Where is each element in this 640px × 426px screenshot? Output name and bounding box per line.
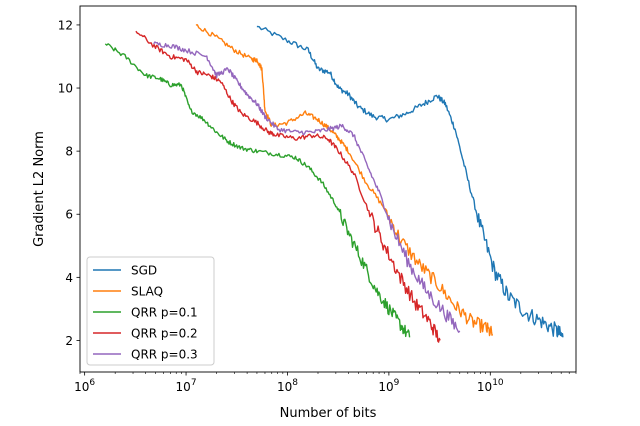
x-tick-label: 1010 (477, 378, 504, 394)
x-tick-exponent: 8 (292, 378, 298, 388)
x-tick-exponent: 10 (492, 378, 504, 388)
legend-box (86, 256, 215, 366)
legend-label: SGD (131, 264, 157, 278)
y-axis-ticks: 2 4 6 8 10 12 (58, 18, 80, 348)
y-tick-label: 4 (65, 271, 73, 285)
x-axis-ticks: 106 107 108 109 1010 (74, 372, 577, 394)
legend-label: SLAQ (131, 285, 163, 299)
x-tick-exponent: 7 (191, 378, 197, 388)
x-tick-exponent: 9 (394, 378, 400, 388)
plot-frame (79, 5, 577, 373)
y-tick-label: 8 (65, 145, 73, 159)
x-tick-label: 109 (378, 378, 399, 394)
series-lines (104, 24, 564, 343)
legend-label: QRR p=0.1 (131, 306, 198, 320)
y-tick-label: 12 (58, 18, 73, 32)
legend-label: QRR p=0.2 (131, 327, 198, 341)
legend: SGD SLAQ QRR p=0.1 QRR p=0.2 QRR p=0.3 (86, 256, 215, 366)
x-tick-base: 10 (176, 380, 191, 394)
x-tick-base: 10 (74, 380, 89, 394)
x-tick-label: 106 (74, 378, 95, 394)
y-tick-label: 6 (65, 208, 73, 222)
series-line-qrr-p-0-3 (153, 41, 461, 333)
x-tick-base: 10 (277, 380, 292, 394)
x-tick-label: 108 (277, 378, 298, 394)
series-line-sgd (256, 25, 564, 338)
series-line-qrr-p-0-2 (135, 30, 441, 343)
legend-label: QRR p=0.3 (131, 348, 198, 362)
series-line-slaq (195, 24, 494, 337)
x-tick-exponent: 6 (89, 378, 95, 388)
x-tick-base: 10 (378, 380, 393, 394)
y-tick-label: 2 (65, 334, 73, 348)
x-axis-label: Number of bits (280, 406, 377, 421)
y-tick-label: 10 (58, 82, 73, 96)
x-tick-label: 107 (176, 378, 197, 394)
x-tick-base: 10 (477, 380, 492, 394)
y-axis-label: Gradient L2 Norm (32, 131, 47, 247)
series-line-qrr-p-0-1 (104, 43, 411, 338)
